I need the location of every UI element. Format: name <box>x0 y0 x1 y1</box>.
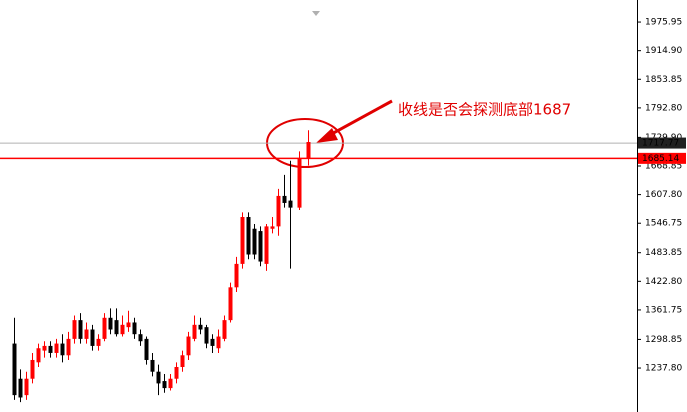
y-tick-label: 1853.85 <box>645 75 682 85</box>
candle-body <box>108 317 113 330</box>
candle-body <box>258 231 263 262</box>
candle-body <box>297 158 302 208</box>
y-tick-label: 1237.80 <box>645 364 682 374</box>
candle-body <box>150 359 155 372</box>
price-tag-label: 1717.77 <box>642 139 679 149</box>
candle-body <box>24 378 29 396</box>
candle-body <box>132 322 137 335</box>
candle-body <box>168 378 173 389</box>
scroll-marker <box>312 11 320 16</box>
annotation: 收线是否会探测底部1687 <box>398 101 571 119</box>
candle-body <box>42 345 47 351</box>
candle-body <box>204 327 209 344</box>
y-tick-label: 1422.80 <box>645 277 682 287</box>
candle-body <box>240 217 245 264</box>
candle-body <box>198 324 203 330</box>
y-tick-label: 1483.85 <box>645 248 682 258</box>
candle-body <box>138 334 143 342</box>
candle-body <box>30 359 35 379</box>
candle-body <box>246 217 251 255</box>
candle-body <box>288 200 293 208</box>
candle-body <box>282 195 287 203</box>
candle-body <box>252 228 257 255</box>
candle-body <box>72 320 77 339</box>
candle-body <box>162 381 167 389</box>
y-tick-label: 1914.90 <box>645 46 682 56</box>
candle-body <box>90 329 95 346</box>
y-tick-label: 1668.85 <box>645 161 682 171</box>
candle-body <box>12 343 17 396</box>
candle-body <box>174 367 179 379</box>
arrow-head <box>316 128 338 143</box>
candle-body <box>234 263 239 288</box>
candle-body <box>18 378 23 398</box>
y-tick-label: 1792.80 <box>645 103 682 113</box>
candle-body <box>186 336 191 356</box>
candle-body <box>114 320 119 335</box>
y-tick-label: 1546.75 <box>645 219 682 229</box>
candle-body <box>84 329 89 339</box>
candle-body <box>270 226 275 229</box>
candle-body <box>216 336 221 349</box>
price-tag-label: 1685.14 <box>642 154 679 164</box>
y-tick-label: 1298.85 <box>645 335 682 345</box>
y-tick-label: 1361.75 <box>645 305 682 315</box>
price-tag <box>638 137 686 149</box>
candle-body <box>276 195 281 227</box>
candle-body <box>222 320 227 339</box>
candle-body <box>126 322 131 328</box>
candle-body <box>144 338 149 360</box>
candle-body <box>78 320 83 339</box>
candle-body <box>192 324 197 339</box>
candle-body <box>54 343 59 353</box>
candle-body <box>96 338 101 346</box>
candle-body <box>264 226 269 264</box>
candle-body <box>306 142 311 159</box>
candle-body <box>180 355 185 368</box>
candle-body <box>36 348 41 363</box>
y-tick-label: 1607.80 <box>645 190 682 200</box>
price-tag <box>638 152 686 164</box>
candle-body <box>210 338 215 346</box>
candle-body <box>60 343 65 356</box>
candle-body <box>156 371 161 384</box>
arrow-shaft <box>327 99 393 138</box>
candle-body <box>228 287 233 321</box>
candle-body <box>102 317 107 339</box>
candle-body <box>48 345 53 353</box>
y-tick-label: 1975.95 <box>645 18 682 28</box>
candle-body <box>66 338 71 356</box>
candle-body <box>120 324 125 335</box>
